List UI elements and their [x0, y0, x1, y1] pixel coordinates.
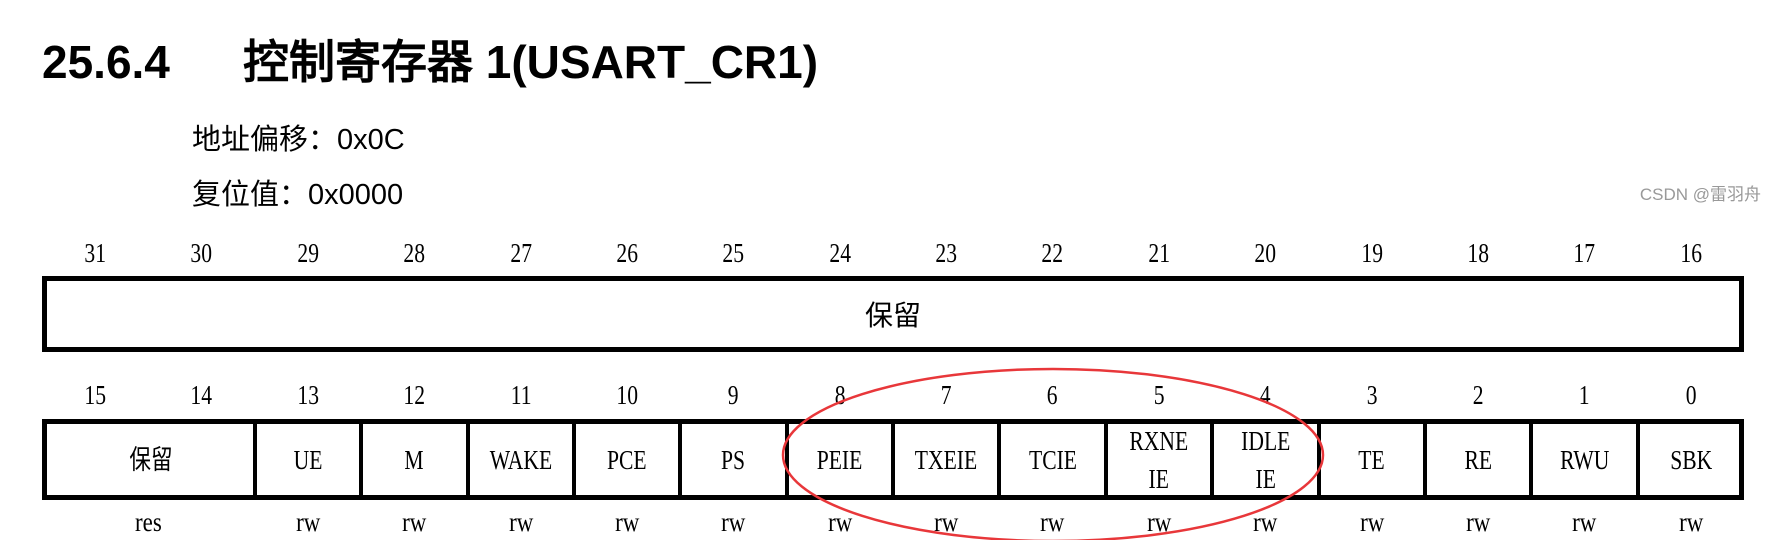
bit-number-10: 10 — [616, 380, 638, 410]
bit-number-31: 31 — [84, 238, 106, 268]
field-label: WAKE — [489, 444, 552, 475]
upper-reserved-label: 保留 — [864, 301, 921, 332]
field-txeie: TXEIE — [891, 424, 997, 495]
access-type: rw — [402, 507, 427, 537]
section-title: 控制寄存器 1(USART_CR1) — [243, 36, 819, 88]
bit-number-14: 14 — [190, 380, 213, 410]
field-ue: UE — [252, 424, 359, 495]
field-idleie: IDLE IE — [1210, 424, 1316, 495]
access-type: rw — [934, 507, 959, 537]
field-pce: PCE — [571, 424, 678, 495]
bit-number-29: 29 — [297, 238, 319, 268]
bit-number-27: 27 — [509, 238, 532, 268]
access-type: rw — [508, 507, 533, 537]
field-label: PCE — [607, 444, 647, 475]
field-label: IDLE IE — [1240, 425, 1290, 494]
bit-number-19: 19 — [1360, 238, 1383, 268]
bit-number-17: 17 — [1573, 238, 1596, 268]
bit-number-28: 28 — [403, 238, 426, 268]
access-type: rw — [1253, 507, 1278, 537]
field-label: RWU — [1559, 444, 1610, 475]
access-type: rw — [1359, 507, 1384, 537]
bit-number-16: 16 — [1680, 238, 1702, 268]
bit-number-0: 0 — [1685, 380, 1697, 410]
bit-number-6: 6 — [1047, 380, 1058, 410]
field-label: RXNE IE — [1129, 425, 1189, 494]
field-rxneie: RXNE IE — [1103, 424, 1210, 495]
access-type: rw — [827, 507, 852, 537]
reset-value: 复位值：0x0000 — [192, 179, 404, 211]
field-tcie: TCIE — [997, 424, 1103, 495]
bit-number-25: 25 — [722, 238, 745, 268]
bit-number-18: 18 — [1467, 238, 1489, 268]
bit-number-23: 23 — [935, 238, 957, 268]
bit-number-12: 12 — [403, 380, 426, 410]
bit-number-22: 22 — [1041, 238, 1064, 268]
access-type: rw — [295, 507, 321, 537]
field-wake: WAKE — [465, 424, 572, 495]
field-label: TXEIE — [915, 444, 978, 475]
bit-number-21: 21 — [1148, 238, 1170, 268]
field-label: UE — [293, 444, 323, 475]
upper-reserved-field: 保留 — [42, 276, 1744, 352]
field-label: SBK — [1669, 444, 1712, 475]
access-type: rw — [1678, 507, 1703, 537]
bit-number-7: 7 — [940, 380, 952, 410]
access-type: rw — [1465, 507, 1491, 537]
bit-number-5: 5 — [1153, 380, 1165, 410]
access-type: rw — [1146, 507, 1172, 537]
field-rwu: RWU — [1529, 424, 1635, 495]
access-type: rw — [1040, 507, 1065, 537]
field-re: RE — [1422, 424, 1529, 495]
field-te: TE — [1316, 424, 1423, 495]
bit-number-3: 3 — [1366, 380, 1378, 410]
field-label: 保留 — [129, 444, 173, 475]
bit-number-2: 2 — [1472, 380, 1484, 410]
watermark: CSDN @雷羽舟 — [1639, 185, 1761, 204]
access-type: rw — [721, 507, 746, 537]
bit-number-24: 24 — [829, 238, 851, 268]
bit-number-8: 8 — [834, 380, 846, 410]
field-ps: PS — [678, 424, 784, 495]
field-reserved: 保留 — [47, 424, 255, 495]
field-label: TCIE — [1028, 444, 1077, 475]
field-peie: PEIE — [784, 424, 891, 495]
field-label: PEIE — [817, 444, 863, 475]
bit-number-26: 26 — [616, 238, 638, 268]
bit-number-15: 15 — [84, 380, 106, 410]
bit-number-4: 4 — [1259, 380, 1271, 410]
section-number: 25.6.4 — [42, 36, 170, 88]
bit-number-1: 1 — [1579, 380, 1590, 410]
field-label: PS — [721, 444, 746, 475]
bit-number-11: 11 — [510, 380, 532, 410]
field-m: M — [359, 424, 465, 495]
bit-number-9: 9 — [728, 380, 739, 410]
field-label: M — [404, 444, 424, 475]
field-label: TE — [1358, 444, 1385, 475]
access-type: rw — [1572, 507, 1597, 537]
address-offset: 地址偏移：0x0C — [192, 124, 405, 156]
field-label: RE — [1464, 444, 1492, 475]
access-type: res — [134, 507, 162, 537]
bit-number-30: 30 — [190, 238, 213, 268]
section-heading: 25.6.4 控制寄存器 1(USART_CR1) — [42, 26, 818, 92]
field-sbk: SBK — [1635, 424, 1742, 495]
bit-number-20: 20 — [1254, 238, 1277, 268]
bit-number-13: 13 — [297, 380, 319, 410]
lower-register-fields: 保留 UE M WAKE PCE PS PEIE TXEIE TCIE RXNE IE IDLE IE T… — [42, 419, 1744, 500]
access-type: rw — [614, 507, 640, 537]
